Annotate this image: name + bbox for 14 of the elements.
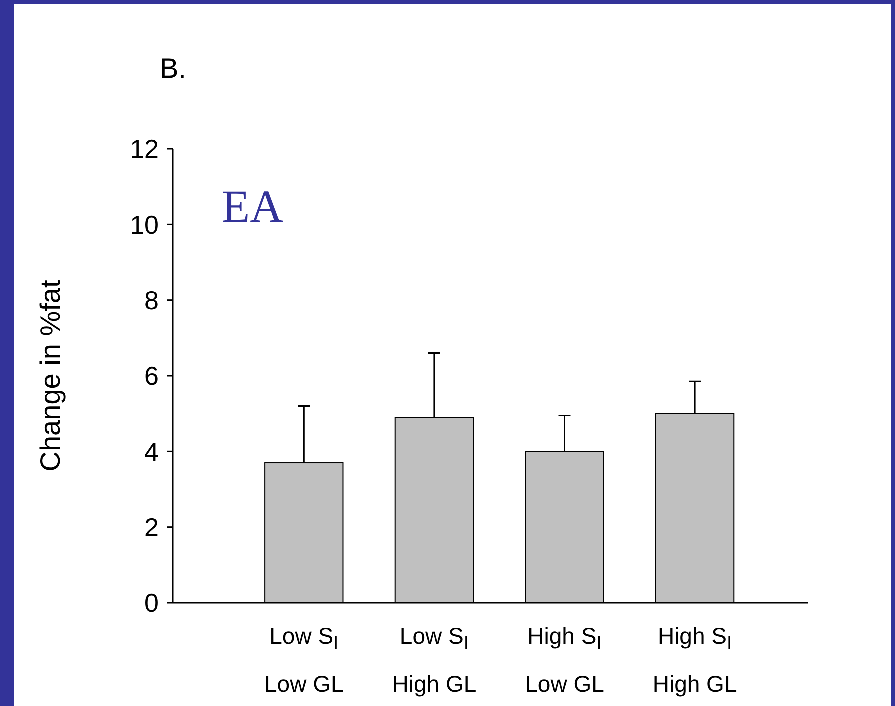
y-tick-label: 10: [130, 210, 159, 240]
y-tick-label: 0: [144, 588, 159, 618]
y-tick-label: 6: [144, 361, 159, 392]
x-tick-label: Low S$_{I}$ High GL: [392, 623, 477, 697]
y-tick-label: 4: [144, 436, 159, 467]
x-tick-label: High S$_{I}$ Low GL: [525, 623, 605, 697]
x-tick-label: High S$_{I}$ High GL: [652, 623, 738, 697]
x-tick-label: Low S$_{I}$ Low GL: [264, 623, 344, 697]
chart-title: B.: [160, 53, 186, 84]
annotation: EA: [222, 181, 284, 232]
y-tick-label: 2: [144, 512, 159, 542]
y-axis-title: Change in %fat: [35, 280, 66, 472]
y-tick-label: 12: [130, 134, 159, 164]
y-tick-label: 8: [144, 285, 159, 316]
